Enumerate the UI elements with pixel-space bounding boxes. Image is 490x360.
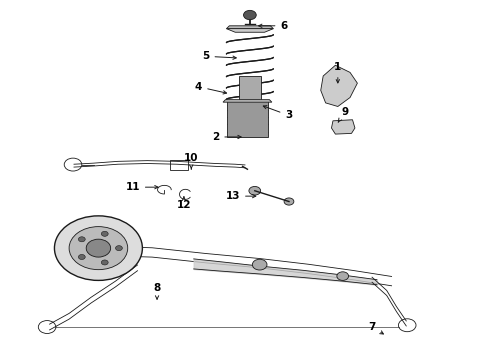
Text: 2: 2 xyxy=(212,132,241,142)
Circle shape xyxy=(328,94,332,97)
Polygon shape xyxy=(226,26,273,29)
Text: 8: 8 xyxy=(153,283,161,299)
Polygon shape xyxy=(331,120,355,134)
Circle shape xyxy=(78,255,85,260)
Text: 9: 9 xyxy=(338,107,349,122)
Circle shape xyxy=(284,198,294,205)
Text: 13: 13 xyxy=(225,191,256,201)
Polygon shape xyxy=(239,76,261,101)
Circle shape xyxy=(86,239,111,257)
Text: 6: 6 xyxy=(259,21,288,31)
Circle shape xyxy=(249,186,261,195)
Circle shape xyxy=(54,216,143,280)
Polygon shape xyxy=(227,101,268,137)
Text: 7: 7 xyxy=(368,322,383,334)
Circle shape xyxy=(78,237,85,242)
Circle shape xyxy=(329,80,333,83)
Circle shape xyxy=(101,260,108,265)
Circle shape xyxy=(69,226,128,270)
Polygon shape xyxy=(226,29,273,32)
Circle shape xyxy=(244,10,256,20)
Circle shape xyxy=(252,259,267,270)
Text: 10: 10 xyxy=(184,153,198,169)
Circle shape xyxy=(346,83,350,86)
Circle shape xyxy=(337,272,348,280)
Text: 4: 4 xyxy=(195,82,226,94)
Text: 11: 11 xyxy=(125,182,158,192)
Text: 3: 3 xyxy=(263,105,293,121)
Polygon shape xyxy=(321,65,357,107)
Circle shape xyxy=(101,231,108,236)
Text: 1: 1 xyxy=(334,62,342,83)
Text: 12: 12 xyxy=(177,197,191,210)
Circle shape xyxy=(332,84,343,93)
Circle shape xyxy=(116,246,122,251)
Polygon shape xyxy=(223,100,272,102)
Text: 5: 5 xyxy=(202,51,236,61)
